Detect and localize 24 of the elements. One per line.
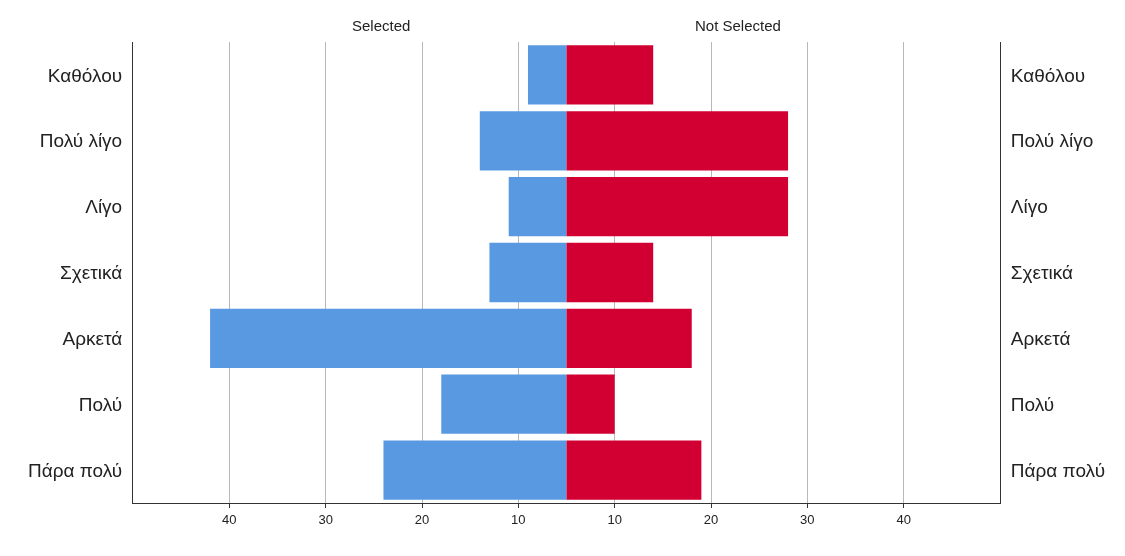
y-tick-label: Αρκετά — [62, 328, 123, 350]
x-tick-label: 30 — [800, 511, 815, 527]
chart-title: Selected — [352, 17, 411, 34]
y-tick-label: Αρκετά — [1010, 328, 1071, 350]
y-tick-label: Λίγο — [85, 196, 123, 218]
y-tick-label: Πολύ — [78, 393, 123, 415]
y-tick-label: Καθόλου — [1010, 64, 1086, 86]
y-tick-label: Πάρα πολύ — [27, 459, 123, 481]
y-tick-label: Σχετικά — [1010, 262, 1073, 284]
y-tick-label: Σχετικά — [60, 262, 123, 284]
y-tick-label: Πολύ λίγο — [39, 130, 123, 152]
x-tick-label: 10 — [511, 511, 526, 527]
y-tick-label: Καθόλου — [47, 64, 123, 86]
x-tick-label: 10 — [607, 511, 622, 527]
y-tick-label: Πολύ λίγο — [1010, 130, 1094, 152]
x-tick-label: 20 — [414, 511, 430, 527]
x-tick-label: 30 — [318, 511, 333, 527]
y-tick-label: Πάρα πολύ — [1010, 459, 1106, 481]
y-tick-label: Πολύ — [1010, 393, 1055, 415]
y-tick-label: Λίγο — [1010, 196, 1048, 218]
x-tick-label: 20 — [703, 511, 719, 527]
x-tick-label: 40 — [222, 511, 237, 527]
x-tick-label: 40 — [896, 511, 911, 527]
chart-title: Not Selected — [695, 17, 781, 34]
